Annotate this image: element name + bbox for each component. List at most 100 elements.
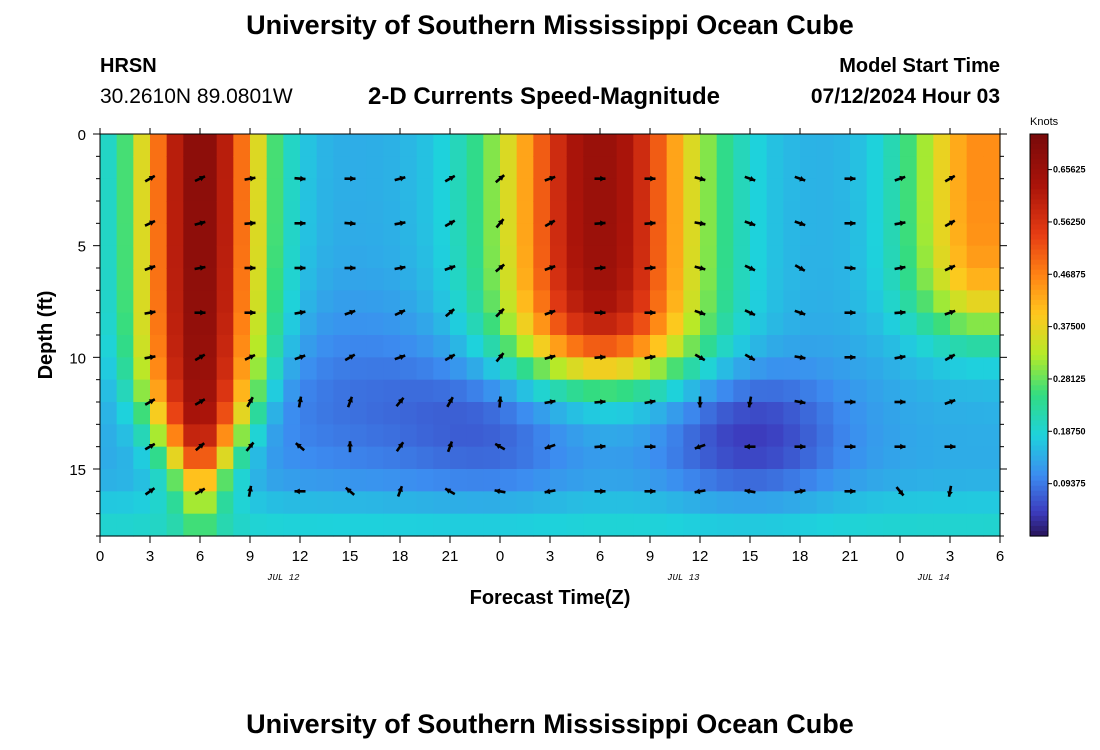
vector-head <box>899 220 906 227</box>
heatmap-cell <box>966 469 984 492</box>
current-vector <box>894 309 906 316</box>
heatmap-cell <box>400 178 418 202</box>
heatmap-cell <box>766 402 784 425</box>
heatmap-cell <box>800 491 818 515</box>
heatmap-cell <box>400 446 418 470</box>
heatmap-cell <box>666 335 684 358</box>
current-vector <box>894 220 906 227</box>
heatmap-cell <box>783 424 801 448</box>
heatmap-cell <box>316 446 334 470</box>
heatmap-cell <box>750 402 768 425</box>
colorbar-segment <box>1030 184 1048 190</box>
heatmap-cell <box>700 223 718 247</box>
heatmap-cell <box>783 402 801 425</box>
vector-head <box>249 354 255 360</box>
heatmap-cell <box>550 402 568 425</box>
heatmap-cell <box>300 513 318 537</box>
colorbar-segment <box>1030 510 1048 517</box>
colorbar-frame <box>1029 133 1049 537</box>
heatmap-cell <box>700 290 718 314</box>
vector-head <box>295 443 302 449</box>
heatmap-cell <box>933 201 951 224</box>
current-vector <box>544 443 556 450</box>
heatmap-cell <box>233 402 251 425</box>
heatmap-cell <box>533 513 551 537</box>
heatmap-cell <box>683 469 701 492</box>
x-tick-label: 6 <box>996 548 1004 565</box>
colorbar-segment <box>1030 495 1048 502</box>
vector-head <box>294 488 300 495</box>
heatmap-cell <box>750 446 768 470</box>
heatmap-cell <box>650 379 668 403</box>
vector-head <box>850 220 856 227</box>
heatmap-cell <box>850 469 868 492</box>
x-tick-label: 0 <box>896 548 904 565</box>
heatmap-cell <box>200 312 218 336</box>
colorbar-segment <box>1030 149 1048 155</box>
heatmap-cell <box>983 245 1001 269</box>
heatmap-cell <box>966 402 984 425</box>
heatmap-cell <box>483 379 501 403</box>
heatmap-cell <box>916 357 934 381</box>
heatmap-cell <box>416 245 434 269</box>
colorbar-segment <box>1030 214 1048 221</box>
vector-head <box>600 220 606 227</box>
heatmap-cell <box>183 156 201 180</box>
chart-subtitle: 2-D Currents Speed-Magnitude <box>368 83 721 110</box>
heatmap-cell <box>866 446 884 470</box>
heatmap-cell <box>616 134 634 157</box>
heatmap-cell <box>850 245 868 269</box>
heatmap-cell <box>583 156 601 180</box>
heatmap-cell <box>416 290 434 314</box>
heatmap-cell <box>916 201 934 224</box>
heatmap-cell <box>716 223 734 247</box>
current-vector <box>594 175 606 182</box>
current-vector <box>694 265 706 271</box>
heatmap-cell <box>250 469 268 492</box>
heatmap-cell <box>816 446 834 470</box>
heatmap-cell <box>766 223 784 247</box>
heatmap-cell <box>733 513 751 537</box>
heatmap-cell <box>950 290 968 314</box>
heatmap-cell <box>733 223 751 247</box>
station-coordinates: 30.2610N 89.0801W <box>100 85 293 108</box>
heatmap-cell <box>183 201 201 224</box>
vector-head <box>950 443 956 450</box>
heatmap-cell <box>500 357 518 381</box>
heatmap-cell <box>483 223 501 247</box>
heatmap-cell <box>316 469 334 492</box>
vector-head <box>850 443 856 450</box>
vector-head <box>549 175 556 182</box>
heatmap-cell <box>533 268 551 291</box>
vector-head <box>548 220 555 226</box>
heatmap-cell <box>516 312 534 336</box>
colorbar-segment <box>1030 274 1048 281</box>
heatmap-cell <box>683 156 701 180</box>
vector-head <box>949 309 956 316</box>
heatmap-cell <box>533 469 551 492</box>
heatmap-cell <box>216 446 234 470</box>
heatmap-cell <box>600 268 618 291</box>
heatmap-cell <box>416 402 434 425</box>
heatmap-cell <box>900 134 918 157</box>
heatmap-cell <box>366 156 384 180</box>
heatmap-cell <box>966 424 984 448</box>
vector-head <box>445 488 452 494</box>
heatmap-cell <box>350 379 368 403</box>
heatmap-cell <box>283 201 301 224</box>
heatmap-cell <box>700 178 718 202</box>
heatmap-cell <box>616 201 634 224</box>
vector-head <box>497 219 504 225</box>
heatmap-cell <box>366 379 384 403</box>
heatmap-cell <box>583 134 601 157</box>
heatmap-cell <box>100 335 118 358</box>
heatmap-cell <box>383 178 401 202</box>
colorbar-segment <box>1030 194 1048 200</box>
current-vector <box>744 309 756 317</box>
heatmap-cell <box>633 513 651 537</box>
heatmap-cell <box>983 402 1001 425</box>
current-vector <box>594 309 606 316</box>
heatmap-cell <box>433 424 451 448</box>
vector-head <box>949 399 956 405</box>
vector-head <box>799 176 806 182</box>
